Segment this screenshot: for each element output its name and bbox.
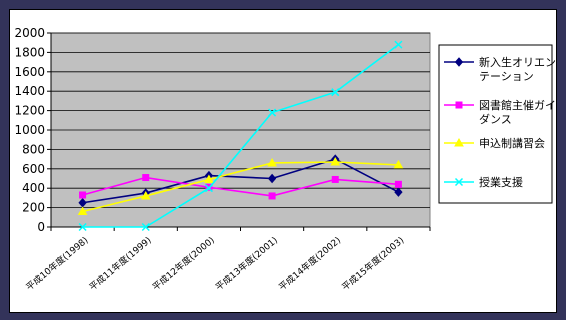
series-line-2 [82, 176, 399, 197]
legend-marker-1 [454, 57, 464, 67]
legend-label: 図書館主催ガイ [479, 98, 556, 112]
x-tick-label: 平成14年度(2002) [276, 234, 343, 293]
data-point-series-3 [204, 174, 214, 183]
data-point-series-3 [393, 159, 404, 169]
y-tick-label: 1800 [14, 45, 45, 59]
y-tick-label: 1200 [14, 104, 45, 118]
y-tick-label: 800 [22, 142, 45, 156]
legend-label: テーション [479, 70, 534, 83]
x-tick-label: 平成11年度(1999) [87, 234, 154, 293]
series-line-1 [82, 158, 399, 204]
chart-area: 0 200 400 600 800 1000 1200 1400 1600 1800 2000 平成1… [9, 9, 557, 313]
data-point-series-4 [204, 184, 213, 193]
data-point-series-3 [330, 157, 341, 166]
data-point-series-3 [77, 206, 88, 215]
data-point-series-1 [394, 187, 403, 197]
y-tick-label: 400 [22, 181, 45, 195]
legend-label: 新入生オリエン [479, 55, 556, 69]
y-tick-label: 0 [37, 220, 45, 234]
y-tick-label: 1000 [14, 123, 45, 137]
y-tick-label: 200 [22, 201, 45, 215]
line-chart: 0 200 400 600 800 1000 1200 1400 1600 1800 2000 平成1… [14, 26, 556, 293]
data-point-series-2 [331, 175, 339, 183]
y-tick-label: 2000 [14, 26, 45, 40]
data-point-series-2 [79, 191, 87, 199]
legend-label: 授業支援 [479, 175, 523, 189]
data-point-series-2 [142, 174, 150, 182]
data-point-series-4 [331, 88, 340, 97]
y-tick-label: 600 [22, 162, 45, 176]
y-tick-label: 1600 [14, 65, 45, 79]
data-point-series-4 [78, 222, 87, 232]
series-line-3 [82, 161, 399, 213]
x-tick-label: 平成15年度(2003) [339, 234, 406, 293]
y-tick-label: 1400 [14, 84, 45, 98]
x-tick-label: 平成13年度(2001) [213, 234, 280, 293]
x-tick-label: 平成10年度(1998) [24, 234, 91, 293]
data-point-series-2 [268, 192, 276, 200]
data-point-series-4 [141, 222, 150, 232]
legend-label: ダンス [479, 112, 512, 126]
data-point-series-4 [394, 40, 403, 49]
series-line-4 [82, 44, 399, 228]
data-point-series-2 [394, 180, 402, 188]
legend-marker-2 [455, 101, 463, 109]
data-point-series-3 [140, 190, 151, 200]
x-tick-label: 平成12年度(2000) [150, 234, 217, 293]
data-point-series-1 [267, 173, 277, 184]
data-point-series-4 [268, 108, 277, 117]
data-point-series-3 [267, 157, 277, 167]
legend-marker-4 [454, 177, 464, 187]
legend-box [438, 44, 553, 204]
legend-label: 申込制講習会 [479, 136, 545, 150]
legend-marker-3 [454, 137, 464, 147]
